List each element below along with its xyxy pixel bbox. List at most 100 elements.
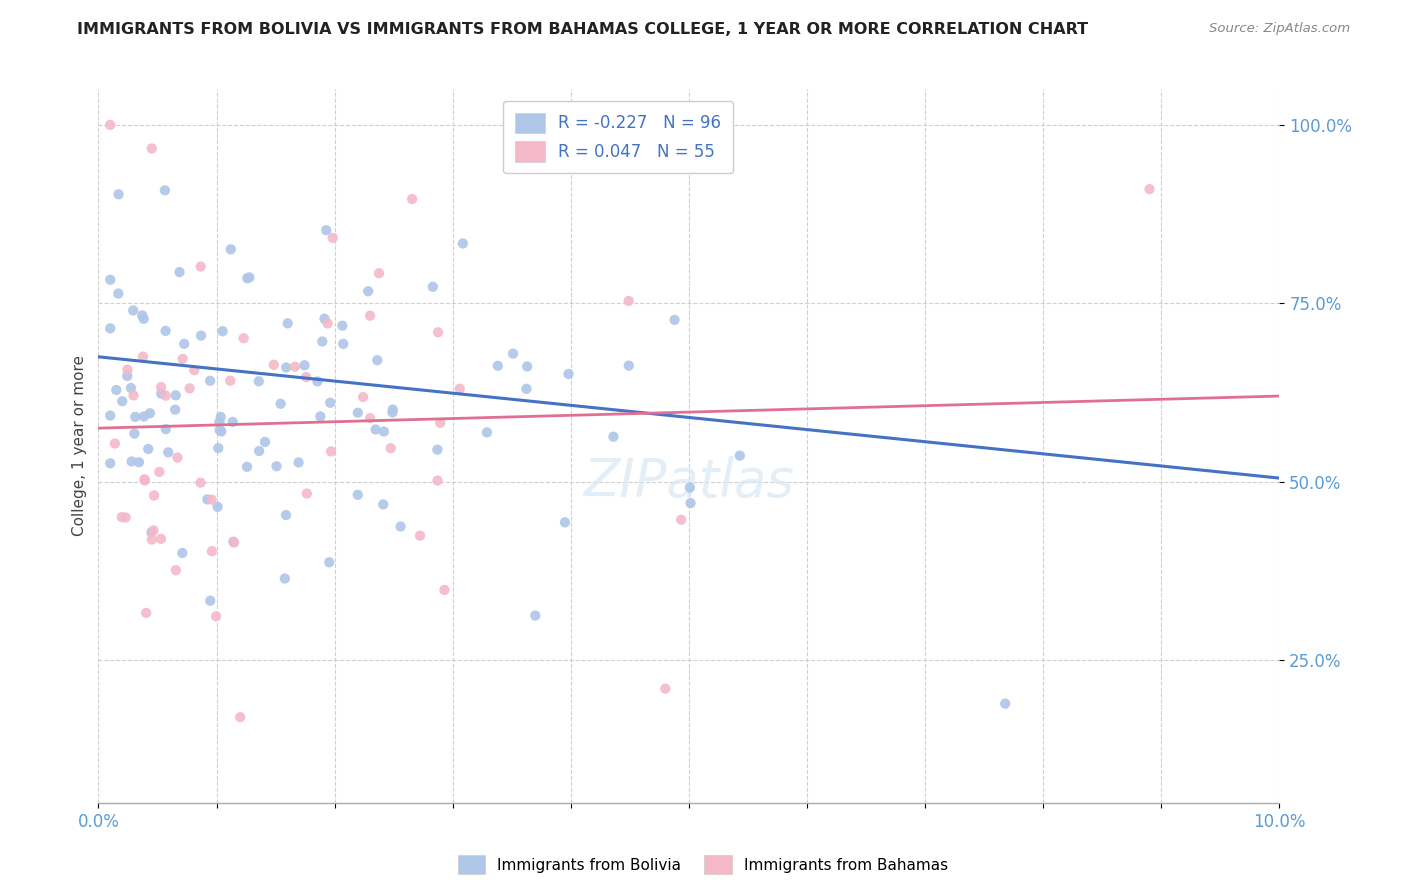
Point — [427, 326, 450, 340]
Point — [253, 434, 276, 449]
Point — [211, 324, 233, 338]
Point — [105, 383, 128, 397]
Point — [332, 336, 354, 351]
Point — [141, 141, 163, 155]
Point — [295, 370, 318, 384]
Point — [247, 444, 270, 458]
Point — [276, 360, 298, 375]
Point — [524, 608, 547, 623]
Point — [195, 492, 218, 507]
Point — [198, 374, 221, 388]
Point — [236, 459, 259, 474]
Point — [134, 472, 156, 486]
Point — [270, 397, 292, 411]
Point — [449, 382, 471, 396]
Point — [107, 187, 129, 202]
Point — [274, 572, 297, 586]
Point — [347, 406, 370, 420]
Point — [165, 388, 187, 402]
Point — [155, 422, 177, 436]
Point — [1139, 182, 1161, 196]
Point — [107, 286, 129, 301]
Point — [994, 697, 1017, 711]
Point — [373, 498, 395, 512]
Point — [311, 334, 333, 349]
Point — [190, 328, 212, 343]
Legend: R = -0.227   N = 96, R = 0.047   N = 55: R = -0.227 N = 96, R = 0.047 N = 55 — [503, 101, 733, 173]
Point — [679, 481, 702, 495]
Point — [368, 266, 391, 280]
Point — [422, 279, 444, 293]
Point — [117, 362, 139, 376]
Point — [728, 449, 751, 463]
Point — [150, 386, 173, 401]
Point — [287, 455, 309, 469]
Point — [208, 415, 231, 429]
Point — [307, 375, 329, 389]
Point — [98, 456, 121, 470]
Point — [114, 510, 136, 524]
Point — [554, 516, 576, 530]
Point — [277, 316, 299, 330]
Point — [142, 524, 165, 538]
Point — [98, 273, 121, 287]
Point — [172, 351, 194, 366]
Point — [157, 445, 180, 459]
Point — [451, 236, 474, 251]
Point — [148, 465, 170, 479]
Point — [155, 389, 177, 403]
Point — [209, 425, 232, 439]
Point — [679, 496, 702, 510]
Point — [266, 459, 288, 474]
Point — [332, 318, 354, 333]
Point — [222, 415, 245, 429]
Point — [200, 593, 222, 607]
Point — [98, 118, 121, 132]
Point — [232, 331, 254, 345]
Point — [169, 265, 191, 279]
Point — [136, 442, 159, 456]
Point — [389, 519, 412, 533]
Point — [209, 409, 232, 424]
Point — [314, 311, 336, 326]
Point — [357, 285, 380, 299]
Point — [122, 303, 145, 318]
Point — [132, 311, 155, 326]
Point — [179, 381, 201, 395]
Point — [236, 271, 259, 285]
Point — [141, 533, 163, 547]
Point — [139, 406, 162, 420]
Point — [516, 359, 538, 374]
Point — [322, 231, 344, 245]
Point — [315, 223, 337, 237]
Point — [222, 534, 245, 549]
Point — [166, 450, 188, 465]
Point — [124, 426, 146, 441]
Point — [373, 425, 395, 439]
Point — [111, 510, 134, 524]
Point — [669, 513, 692, 527]
Point — [150, 532, 173, 546]
Legend: Immigrants from Bolivia, Immigrants from Bahamas: Immigrants from Bolivia, Immigrants from… — [451, 849, 955, 880]
Point — [143, 488, 166, 502]
Point — [208, 423, 231, 437]
Point — [318, 555, 340, 569]
Point — [319, 444, 342, 458]
Point — [263, 358, 285, 372]
Point — [359, 309, 381, 323]
Point — [120, 381, 142, 395]
Point — [426, 442, 449, 457]
Point — [219, 243, 242, 257]
Point — [205, 609, 228, 624]
Point — [165, 563, 187, 577]
Point — [486, 359, 509, 373]
Point — [172, 546, 194, 560]
Point — [190, 260, 212, 274]
Point — [229, 710, 252, 724]
Point — [207, 500, 229, 514]
Text: IMMIGRANTS FROM BOLIVIA VS IMMIGRANTS FROM BAHAMAS COLLEGE, 1 YEAR OR MORE CORRE: IMMIGRANTS FROM BOLIVIA VS IMMIGRANTS FR… — [77, 22, 1088, 37]
Point — [104, 436, 127, 450]
Point — [380, 441, 402, 455]
Point — [128, 455, 150, 469]
Point — [132, 409, 155, 424]
